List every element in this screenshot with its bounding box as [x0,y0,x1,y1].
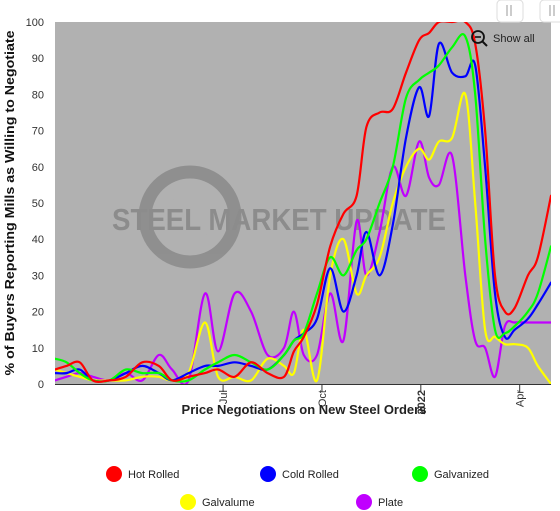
magnifier-icon [471,30,485,44]
y-tick-label: 30 [32,270,44,282]
legend-marker [412,466,428,482]
y-tick-label: 100 [26,17,44,29]
watermark-logo-center [166,193,214,241]
y-tick-label: 20 [32,307,44,319]
y-axis-title: % of Buyers Reporting Mills as Willing t… [3,30,17,375]
x-tick-label: 2022 [416,390,428,414]
series-line-hot-rolled [55,22,551,383]
y-axis: 0 10 20 30 40 50 60 70 80 90 100 [26,17,44,391]
y-tick-label: 70 [32,126,44,138]
series-line-cold-rolled [55,41,551,383]
x-tick-label: Jul [218,390,230,404]
y-tick-label: 50 [32,198,44,210]
legend-marker [260,466,276,482]
x-axis: Jul Oct 2022 Apr [218,384,527,414]
x-tick-label: Oct [317,390,329,407]
series-lines [55,22,551,384]
reset-zoom-button[interactable]: Show all [471,30,535,47]
y-tick-label: 0 [38,379,44,391]
legend-marker [356,494,372,510]
legend-item-cold-rolled[interactable]: Cold Rolled [260,466,339,482]
legend-marker [180,494,196,510]
watermark: STEEL MARKET UPDATE [112,165,446,269]
legend-label: Cold Rolled [282,469,339,481]
scroll-handle-left[interactable] [496,0,524,23]
x-tick-label: Apr [515,390,527,407]
series-line-galvalume [55,91,551,384]
legend-label: Galvalume [202,497,255,509]
legend-item-hot-rolled[interactable]: Hot Rolled [106,466,179,482]
show-all-label[interactable]: Show all [493,33,535,45]
legend-label: Galvanized [434,469,489,481]
legend-marker [106,466,122,482]
legend-label: Plate [378,497,403,509]
y-tick-label: 40 [32,234,44,246]
legend-item-galvanized[interactable]: Galvanized [412,466,489,482]
legend: Hot Rolled Cold Rolled Galvanized Galvalume… [106,466,489,510]
y-tick-label: 90 [32,53,44,65]
legend-item-galvalume[interactable]: Galvalume [180,494,255,510]
watermark-text: STEEL MARKET UPDATE [112,202,446,237]
plot-background [55,22,551,384]
y-tick-label: 10 [32,343,44,355]
y-tick-label: 60 [32,162,44,174]
x-axis-title: Price Negotiations on New Steel Orders [182,402,427,417]
scrollbar-handles[interactable] [496,0,560,23]
magnifier-icon-handle [481,40,488,47]
watermark-logo-ring [138,165,242,269]
legend-label: Hot Rolled [128,469,179,481]
y-tick-label: 80 [32,89,44,101]
series-line-galvanized [55,33,551,383]
legend-item-plate[interactable]: Plate [356,494,403,510]
